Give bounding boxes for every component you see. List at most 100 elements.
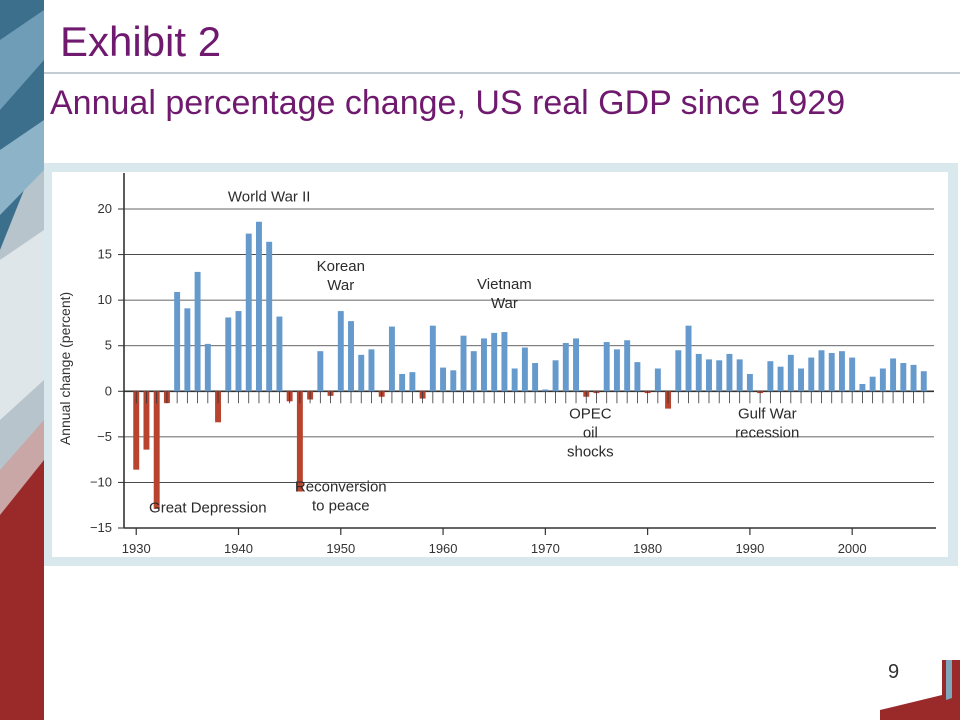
x-tick-label: 1950 [326,541,355,556]
bar-1976 [603,342,610,392]
page-number: 9 [888,661,900,683]
x-tick-label: 1970 [531,541,560,556]
bar-1968 [521,347,528,392]
bar-1969 [532,363,539,392]
bar-1983 [675,350,682,392]
bar-1951 [348,321,354,392]
bar-1936 [194,271,201,392]
bar-1964 [481,338,487,392]
bar-1970 [542,389,549,392]
annotation-line: oil [583,425,598,442]
bar-1987 [716,360,723,392]
annotation-label: Reconversion to peace [295,479,387,515]
bar-1959 [429,325,436,392]
bar-2002 [869,376,876,392]
bar-2006 [910,364,917,392]
annotation-line: Gulf War [738,406,797,423]
annotation-line: Great Depression [149,500,267,517]
bar-1984 [685,325,692,392]
bar-1931 [143,391,150,450]
bottom-right-decoration [880,660,960,720]
annotation-line: World War II [228,189,311,206]
annotation-label: OPEC oil shocks [567,406,614,461]
bar-1940 [235,311,242,392]
bar-1981 [654,368,661,392]
bar-1957 [409,372,416,392]
bar-1990 [746,373,753,392]
bar-1952 [358,354,365,392]
annotation-label: Gulf War recession [735,406,799,442]
y-tick-label: 15 [98,247,112,262]
left-decorative-stripe [0,0,44,720]
bar-2001 [859,383,866,392]
bar-1941 [245,233,252,392]
bar-1979 [634,362,641,392]
bar-1962 [460,335,467,392]
bar-1943 [266,241,273,392]
bar-1992 [767,361,774,392]
bar-1978 [624,340,631,392]
y-tick-label: 10 [98,292,112,307]
bar-1942 [256,221,262,392]
bar-1965 [491,332,498,392]
bar-1997 [818,350,825,392]
bar-1994 [787,354,794,392]
bar-1967 [511,368,518,392]
annotation-line: War [491,295,518,312]
annotation-line: shocks [567,444,614,461]
bar-1999 [838,351,845,392]
annotation-label: Korean War [317,258,365,294]
bar-1963 [470,351,477,392]
bar-1972 [562,342,569,392]
bar-1948 [317,351,324,392]
x-tick-label: 2000 [838,541,867,556]
bar-1935 [184,308,191,392]
y-tick-label: 5 [105,338,112,353]
y-tick-label: −10 [90,474,112,489]
bar-2003 [879,368,886,392]
bar-1988 [726,353,733,392]
chart-frame: −15 −10 −5 0 5 10 15 20 1930 1940 1950 1960 1970 1980… [44,163,958,566]
bar-2005 [900,363,907,392]
annotation-line: recession [735,425,799,442]
bar-1938 [215,391,222,423]
bar-2000 [849,357,856,392]
bottom-right-graphic [880,660,960,720]
x-tick-label: 1930 [122,541,151,556]
bar-1939 [225,317,232,392]
annotation-label: World War II [228,189,311,206]
bar-1944 [276,316,283,392]
gdp-bar-chart: −15 −10 −5 0 5 10 15 20 1930 1940 1950 1960 1970 1980… [52,172,948,557]
x-tick-label: 1960 [429,541,458,556]
bar-1993 [777,366,784,392]
axes [118,173,936,535]
slide-title: Exhibit 2 [60,18,222,65]
annotation-label: Vietnam War [477,276,532,312]
bar-1937 [204,343,211,392]
x-tick-label: 1990 [735,541,764,556]
title-divider [44,72,960,74]
y-axis-title: Annual change (percent) [57,292,73,445]
bar-2004 [890,358,897,392]
bar-1973 [573,338,579,392]
bar-1956 [399,373,406,392]
bar-1953 [368,349,375,392]
annotation-line: OPEC [569,406,612,423]
x-tick-label: 1980 [633,541,662,556]
bar-1989 [736,359,743,392]
bar-1930 [133,391,140,470]
bar-1985 [695,353,702,392]
tick-labels: −15 −10 −5 0 5 10 15 20 1930 1940 1950 1960 1970 1980… [57,201,867,556]
bar-1961 [450,370,457,392]
bar-1934 [174,291,181,392]
left-stripe-graphic [0,0,44,720]
bar-1955 [388,326,395,392]
bar-1966 [501,332,508,392]
x-tick-label: 1940 [224,541,253,556]
annotation-line: Vietnam [477,276,532,293]
bar-2007 [920,371,927,392]
annotation-line: Reconversion [295,479,387,496]
bar-1971 [552,360,559,392]
bar-1960 [440,367,447,392]
bar-1998 [828,353,835,392]
